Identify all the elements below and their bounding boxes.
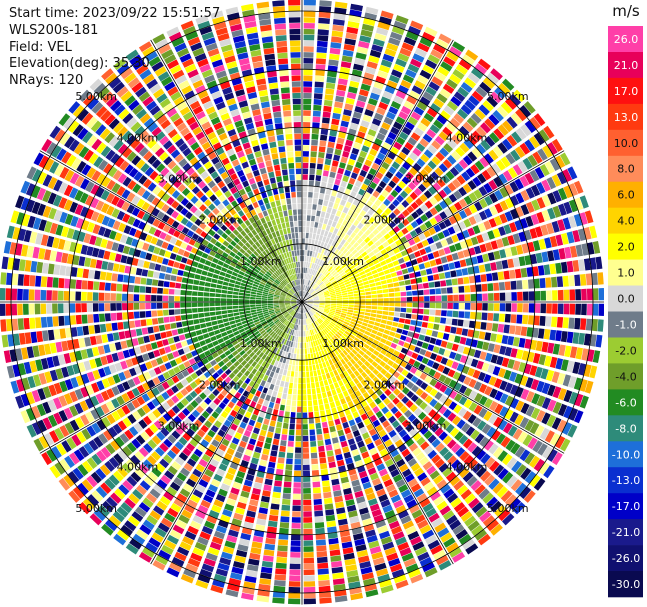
colorbar-block: [608, 519, 643, 546]
colorbar-block: [608, 129, 643, 157]
colorbar-tick-label: -26.0: [612, 552, 640, 565]
colorbar-tick-label: 1.0: [617, 267, 635, 280]
azimuth-line: [150, 39, 454, 565]
colorbar-tick-label: -10.0: [612, 448, 640, 461]
colorbar-tick-label: -6.0: [615, 396, 636, 409]
colorbar-block: [608, 285, 643, 312]
colorbar-block: [608, 207, 643, 234]
colorbar-tick-label: -2.0: [615, 344, 636, 357]
range-ring-label: 1.00km: [240, 337, 282, 350]
range-ring-label: 3.00km: [158, 173, 200, 186]
ppi-gate-group: [16, 31, 601, 605]
ppi-plot: 1.00km 2.00km 3.00km 4.00km 5.00km 1.00km 2.00…: [0, 0, 604, 605]
colorbar-tick-label: -21.0: [612, 526, 640, 539]
field-text: Field: VEL: [9, 39, 72, 55]
range-ring-label: 1.00km: [322, 337, 364, 350]
colorbar-tick-label: 0.0: [617, 293, 635, 306]
range-ring-label: 4.00km: [117, 131, 159, 144]
colorbar-tick-label: 17.0: [614, 85, 639, 98]
range-ring-label: 5.00km: [487, 90, 529, 103]
colorbar-tick-label: -4.0: [615, 370, 636, 383]
colorbar-block: [608, 26, 643, 53]
colorbar-block: [608, 155, 643, 183]
range-ring-label: 2.00km: [364, 214, 406, 227]
range-ring-label: 1.00km: [240, 255, 282, 268]
colorbar-tick-label: -13.0: [612, 474, 640, 487]
range-ring-label: 3.00km: [158, 420, 200, 433]
colorbar-unit: m/s: [612, 2, 640, 20]
range-ring-label: 2.00km: [199, 214, 241, 227]
colorbar-block: [608, 259, 643, 286]
range-ring-label: 5.00km: [487, 502, 529, 515]
range-ring-label: 3.00km: [405, 420, 447, 433]
range-ring-label: 4.00km: [117, 461, 159, 474]
colorbar-block: [608, 52, 643, 79]
colorbar-block: [608, 77, 643, 105]
colorbar-block: [608, 233, 643, 260]
range-ring-label: 1.00km: [322, 255, 364, 268]
ppi-gate-group: [35, 5, 585, 582]
colorbar-block: [608, 467, 643, 494]
range-ring-label: 2.00km: [199, 378, 241, 391]
colorbar-tick-label: -30.0: [612, 578, 640, 591]
range-ring-label: 4.00km: [446, 461, 488, 474]
colorbar-tick-label: -8.0: [615, 422, 636, 435]
colorbar-block: [608, 363, 643, 390]
colorbar-tick-label: 26.0: [614, 33, 639, 46]
colorbar-tick-label: 4.0: [617, 215, 635, 228]
colorbar-block: [608, 103, 643, 131]
colorbar-blocks: 26.0 21.0 17.0 13.0 10.0 8.0 6.0 4.0 2.0 1.0 0.0 -1…: [608, 26, 643, 598]
colorbar-block: [608, 493, 643, 520]
colorbar-block: [608, 389, 643, 416]
colorbar-tick-label: -1.0: [615, 319, 636, 332]
ppi-data-layer: [0, 0, 604, 605]
colorbar-tick-label: 2.0: [617, 241, 635, 254]
ppi-gate-group: [3, 0, 604, 598]
colorbar: m/s 26.0 21.0 17.0 13.0 10.0 8.0 6.0 4.0 2.0 1.0 0…: [608, 2, 643, 598]
colorbar-block: [608, 545, 643, 572]
colorbar-block: [608, 571, 643, 598]
plot-info: Start time: 2023/09/22 15:51:57 WLS200s-…: [9, 6, 220, 90]
colorbar-block: [608, 337, 643, 364]
range-ring-label: 4.00km: [446, 131, 488, 144]
colorbar-tick-label: 13.0: [614, 111, 639, 124]
range-ring-label: 5.00km: [75, 502, 117, 515]
nrays-text: NRays: 120: [9, 73, 84, 89]
ppi-range-labels: 1.00km 2.00km 3.00km 4.00km 5.00km 1.00km 2.00…: [75, 90, 528, 515]
range-ring-label: 2.00km: [364, 378, 406, 391]
elevation-text: Elevation(deg): 35.30: [9, 56, 150, 72]
colorbar-block: [608, 181, 643, 208]
range-ring-label: 3.00km: [405, 173, 447, 186]
instrument-name: WLS200s-181: [9, 22, 99, 38]
ppi-grid: [0, 0, 604, 605]
colorbar-block: [608, 441, 643, 468]
colorbar-tick-label: -17.0: [612, 500, 640, 513]
colorbar-tick-label: 10.0: [614, 137, 639, 150]
colorbar-tick-label: 21.0: [614, 59, 639, 72]
colorbar-tick-label: 8.0: [617, 163, 635, 176]
range-ring-label: 5.00km: [75, 90, 117, 103]
colorbar-block: [608, 311, 643, 338]
colorbar-tick-label: 6.0: [617, 189, 635, 202]
start-time-text: Start time: 2023/09/22 15:51:57: [9, 6, 221, 21]
colorbar-block: [608, 415, 643, 442]
